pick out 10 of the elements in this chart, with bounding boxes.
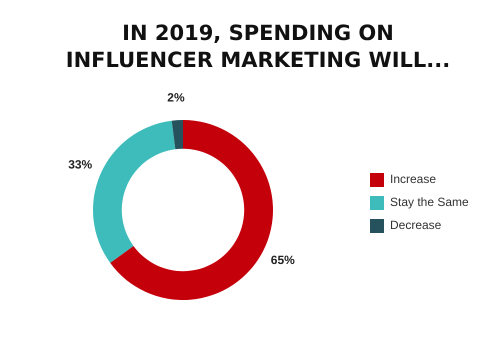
donut-slice [110, 120, 273, 300]
legend-label: Increase [390, 172, 436, 186]
data-label: 33% [68, 158, 93, 172]
chart-title: IN 2019, SPENDING ON INFLUENCER MARKETING WILL... [66, 21, 450, 72]
donut-slice [172, 120, 183, 150]
data-label: 2% [167, 90, 185, 104]
donut-slice [93, 120, 176, 263]
data-label: 65% [270, 253, 296, 268]
legend-label: Stay the Same [390, 195, 470, 210]
legend-label: Decrease [390, 218, 442, 232]
